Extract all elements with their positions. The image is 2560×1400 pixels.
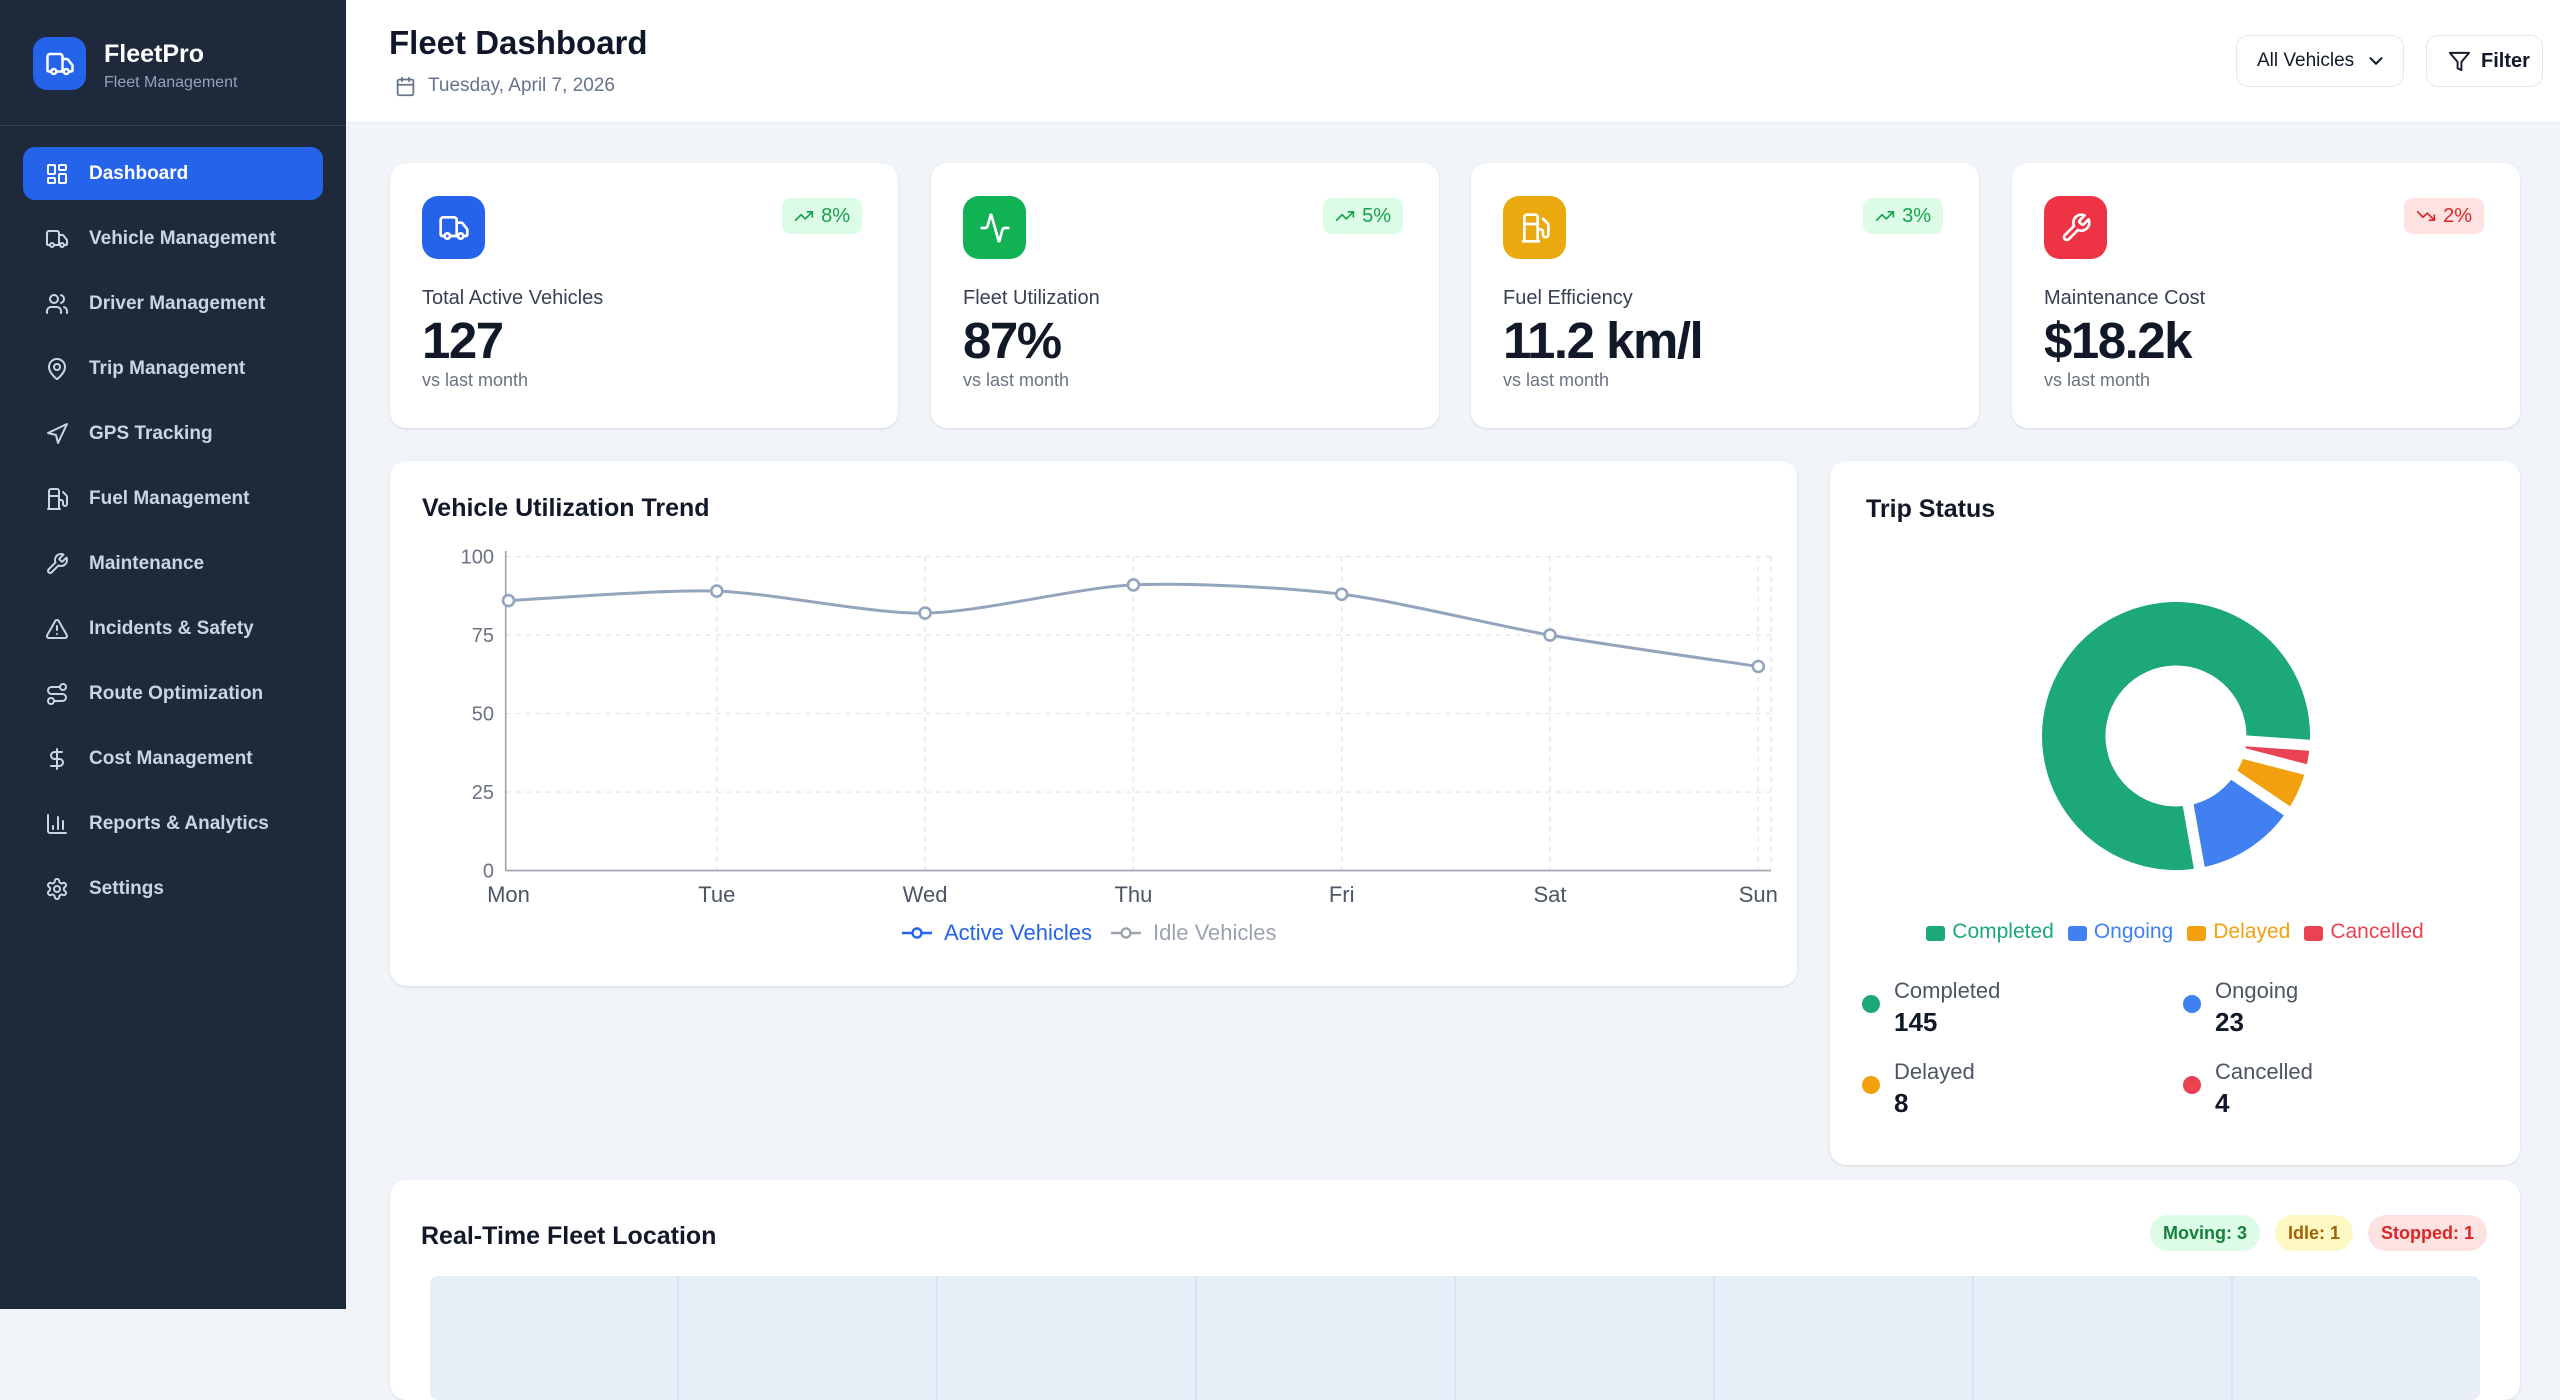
svg-text:0: 0	[483, 861, 494, 883]
svg-text:Tue: Tue	[698, 882, 735, 907]
svg-text:Mon: Mon	[487, 882, 530, 907]
svg-text:Sun: Sun	[1739, 882, 1778, 907]
svg-text:Fri: Fri	[1329, 882, 1355, 907]
svg-text:Active Vehicles: Active Vehicles	[944, 920, 1092, 945]
svg-text:Wed: Wed	[903, 882, 948, 907]
svg-text:Thu: Thu	[1114, 882, 1152, 907]
svg-text:Sat: Sat	[1533, 882, 1566, 907]
svg-text:100: 100	[461, 547, 494, 569]
svg-text:50: 50	[472, 704, 494, 726]
svg-text:Idle Vehicles: Idle Vehicles	[1153, 920, 1277, 945]
svg-text:75: 75	[472, 625, 494, 647]
svg-text:25: 25	[472, 782, 494, 804]
